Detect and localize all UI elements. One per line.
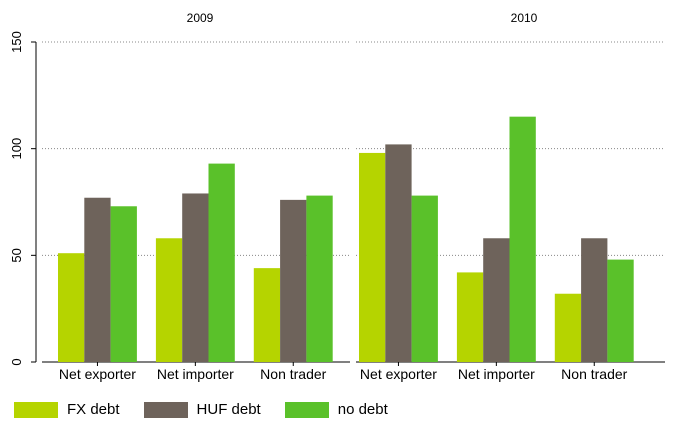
legend-label-no-debt: no debt <box>337 401 388 418</box>
panel-2009-bar-net-importer-huf-debt <box>182 193 209 362</box>
panel-2010-x-tick-label-net-exporter: Net exporter <box>360 366 437 382</box>
legend-swatch-fx-debt <box>14 401 58 418</box>
panel-2010-title: 2010 <box>511 11 538 25</box>
panel-2010-x-tick-label-non-trader: Non trader <box>561 366 627 382</box>
panel-2010-bar-non-trader-huf-debt <box>581 238 608 362</box>
panel-2010-bar-net-importer-no-debt <box>509 116 536 363</box>
legend-item-no-debt: no debt <box>284 401 388 418</box>
panel-2010-bar-net-importer-huf-debt <box>483 238 510 362</box>
panel-2010-bar-net-exporter-fx-debt <box>359 152 386 362</box>
y-tick-label-100: 100 <box>9 138 24 160</box>
panel-2010-bar-net-importer-fx-debt <box>456 272 484 362</box>
legend-swatch-huf-debt <box>143 401 188 418</box>
panel-2009-x-tick-label-net-exporter: Net exporter <box>59 366 136 382</box>
legend-swatch-no-debt <box>284 401 329 418</box>
panel-2009-title: 2009 <box>187 11 214 25</box>
legend-label-huf-debt: HUF debt <box>196 401 261 418</box>
panel-2010-bar-non-trader-no-debt <box>607 259 634 362</box>
panel-2010-x-tick-label-net-importer: Net importer <box>458 366 535 382</box>
legend: FX debt HUF debt no debt <box>14 401 412 418</box>
panel-2009-bar-non-trader-fx-debt <box>253 268 281 362</box>
panel-2009-bar-net-importer-no-debt <box>208 163 235 362</box>
panel-2009-bar-non-trader-no-debt <box>306 195 333 362</box>
panel-2009-bar-net-exporter-fx-debt <box>58 253 85 362</box>
panel-2010-bar-net-exporter-huf-debt <box>385 144 412 362</box>
y-tick-label-0: 0 <box>9 358 24 365</box>
panel-2009-x-tick-label-non-trader: Non trader <box>260 366 326 382</box>
panel-2010-bar-non-trader-fx-debt <box>554 293 582 362</box>
y-tick-label-150: 150 <box>9 31 24 53</box>
panel-2009-bar-net-exporter-huf-debt <box>84 197 111 362</box>
panel-2009-bar-net-exporter-no-debt <box>110 206 137 362</box>
panel-2009-bar-net-importer-fx-debt <box>155 238 183 362</box>
panel-2009-x-tick-label-net-importer: Net importer <box>157 366 234 382</box>
y-tick-label-50: 50 <box>9 248 24 262</box>
panel-2009-bar-non-trader-huf-debt <box>280 199 307 362</box>
legend-label-fx-debt: FX debt <box>67 401 120 418</box>
legend-item-huf-debt: HUF debt <box>143 401 261 418</box>
legend-item-fx-debt: FX debt <box>14 401 120 418</box>
panel-2010-bar-net-exporter-no-debt <box>411 195 438 362</box>
